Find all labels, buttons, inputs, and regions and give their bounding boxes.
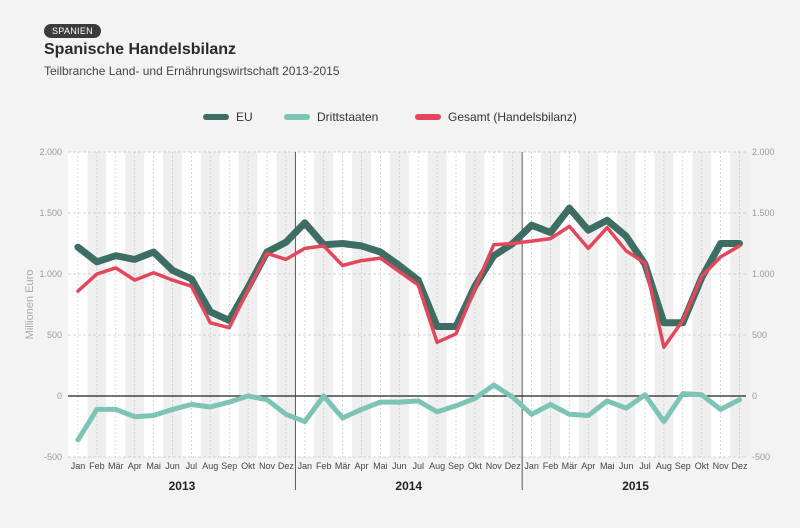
- x-tick-label: Jul: [412, 461, 424, 471]
- x-tick-label: Aug: [429, 461, 445, 471]
- legend-label: Gesamt (Handelsbilanz): [448, 110, 577, 124]
- x-tick-label: Jul: [186, 461, 198, 471]
- y-tick-label-right: -500: [752, 452, 770, 462]
- x-tick-label: Jun: [392, 461, 407, 471]
- y-tick-label-left: 500: [47, 330, 62, 340]
- x-tick-label: Mai: [600, 461, 615, 471]
- grid-lines: [68, 151, 746, 458]
- x-tick-label: Jan: [524, 461, 539, 471]
- year-label: 2014: [395, 479, 422, 493]
- x-tick-label: Mai: [146, 461, 161, 471]
- y-tick-label-left: 1.500: [39, 208, 62, 218]
- legend-label: EU: [236, 110, 253, 124]
- year-label: 2015: [622, 479, 649, 493]
- x-tick-label: Nov: [713, 461, 730, 471]
- x-tick-label: Okt: [468, 461, 483, 471]
- y-tick-label-right: 1.000: [752, 269, 775, 279]
- y-axis-label: Millionen Euro: [24, 270, 36, 340]
- series-lines: [74, 204, 743, 443]
- y-tick-label-left: 1.000: [39, 269, 62, 279]
- legend: EU Drittstaaten Gesamt (Handelsbilanz): [203, 110, 577, 124]
- series-line-3: [76, 224, 742, 349]
- y-tick-label-right: 2.000: [752, 147, 775, 157]
- chart-title: Spanische Handelsbilanz: [44, 41, 237, 58]
- chart-subtitle: Teilbranche Land- und Ernährungswirtscha…: [44, 64, 340, 78]
- x-tick-label: Jan: [71, 461, 86, 471]
- year-label: 2013: [169, 479, 196, 493]
- x-tick-label: Mär: [108, 461, 124, 471]
- x-tick-label: Sep: [675, 461, 691, 471]
- x-tick-label: Feb: [543, 461, 559, 471]
- y-tick-label-right: 500: [752, 330, 767, 340]
- x-tick-label: Mär: [562, 461, 578, 471]
- x-tick-label: Mai: [373, 461, 388, 471]
- x-tick-label: Apr: [128, 461, 142, 471]
- series-line-2: [75, 382, 742, 443]
- y-tick-label-right: 1.500: [752, 208, 775, 218]
- x-tick-label: Mär: [335, 461, 351, 471]
- x-tick-label: Jun: [619, 461, 634, 471]
- x-tick-label: Apr: [354, 461, 368, 471]
- x-tick-label: Sep: [448, 461, 464, 471]
- x-tick-label: Nov: [259, 461, 276, 471]
- series-line-1: [74, 204, 743, 330]
- x-tick-label: Sep: [221, 461, 237, 471]
- x-tick-label: Aug: [656, 461, 672, 471]
- x-tick-label: Okt: [695, 461, 710, 471]
- x-tick-label: Okt: [241, 461, 256, 471]
- axes: [68, 152, 746, 490]
- x-tick-label: Dez: [278, 461, 295, 471]
- x-tick-label: Apr: [581, 461, 595, 471]
- country-tag: SPANIEN: [44, 24, 101, 38]
- y-tick-label-right: 0: [752, 391, 757, 401]
- legend-label: Drittstaaten: [317, 110, 378, 124]
- x-tick-label: Jun: [165, 461, 180, 471]
- x-tick-label: Feb: [89, 461, 105, 471]
- y-tick-label-left: 0: [57, 391, 62, 401]
- x-tick-label: Jan: [298, 461, 313, 471]
- x-tick-label: Dez: [731, 461, 748, 471]
- x-tick-label: Dez: [505, 461, 522, 471]
- x-tick-label: Feb: [316, 461, 332, 471]
- y-tick-label-left: 2.000: [39, 147, 62, 157]
- x-tick-label: Jul: [639, 461, 651, 471]
- y-tick-label-left: -500: [44, 452, 62, 462]
- x-tick-label: Nov: [486, 461, 503, 471]
- axis-labels: -500 -500 0 0 500 500 1.000 1.000 1.500 1.500 2.00…: [24, 147, 775, 493]
- x-tick-label: Aug: [202, 461, 218, 471]
